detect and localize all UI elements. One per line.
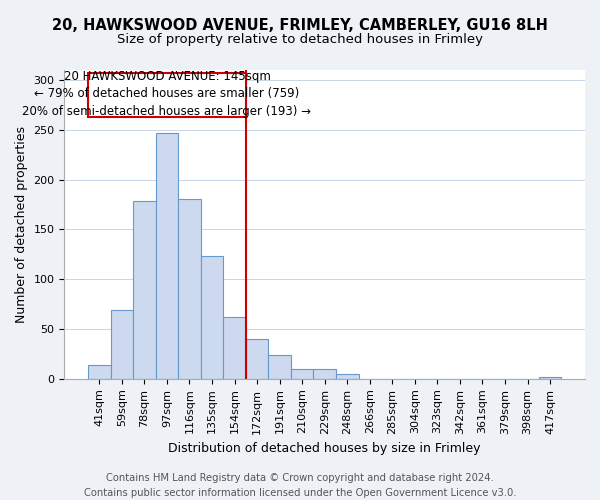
Bar xyxy=(201,256,223,379)
Bar xyxy=(336,374,359,379)
Bar xyxy=(246,339,268,379)
Bar xyxy=(110,310,133,379)
Bar xyxy=(268,355,291,379)
Text: 20, HAWKSWOOD AVENUE, FRIMLEY, CAMBERLEY, GU16 8LH: 20, HAWKSWOOD AVENUE, FRIMLEY, CAMBERLEY… xyxy=(52,18,548,32)
Y-axis label: Number of detached properties: Number of detached properties xyxy=(15,126,28,323)
Bar xyxy=(313,369,336,379)
Bar xyxy=(155,133,178,379)
X-axis label: Distribution of detached houses by size in Frimley: Distribution of detached houses by size … xyxy=(169,442,481,455)
Bar xyxy=(291,369,313,379)
Bar xyxy=(88,365,110,379)
Bar xyxy=(539,377,562,379)
FancyBboxPatch shape xyxy=(88,73,246,117)
Bar xyxy=(223,317,246,379)
Bar xyxy=(178,198,201,379)
Text: 20 HAWKSWOOD AVENUE: 145sqm
← 79% of detached houses are smaller (759)
20% of se: 20 HAWKSWOOD AVENUE: 145sqm ← 79% of det… xyxy=(22,70,311,118)
Bar xyxy=(133,200,155,379)
Text: Size of property relative to detached houses in Frimley: Size of property relative to detached ho… xyxy=(117,32,483,46)
Text: Contains HM Land Registry data © Crown copyright and database right 2024.
Contai: Contains HM Land Registry data © Crown c… xyxy=(84,472,516,498)
